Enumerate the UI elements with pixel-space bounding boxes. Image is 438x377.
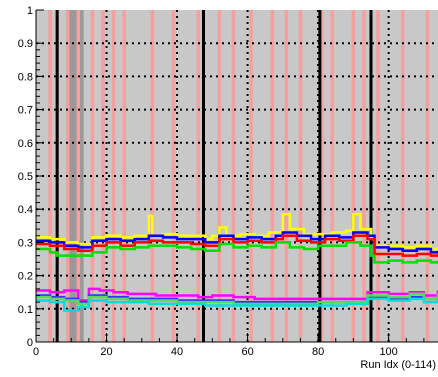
series-line	[36, 234, 438, 257]
y-tick-label: 0.6	[18, 138, 33, 150]
series-line	[36, 287, 438, 302]
y-tick-label: 0	[27, 337, 33, 349]
series-line	[36, 292, 438, 306]
bad-run-band	[362, 10, 366, 342]
excluded-region	[69, 10, 84, 342]
y-tick-label: 0.3	[18, 237, 33, 249]
series-line	[36, 212, 438, 251]
bad-run-band	[217, 10, 222, 342]
series-line	[36, 231, 438, 254]
bad-run-band	[111, 10, 116, 342]
y-tick-label: 0.8	[18, 71, 33, 83]
bad-run-band	[231, 10, 236, 342]
x-axis-label: Run Idx (0-114)	[360, 359, 436, 371]
bad-run-band	[249, 10, 253, 342]
bad-run-band	[351, 10, 356, 342]
y-tick-label: 1	[27, 5, 33, 17]
x-tick-label: 100	[379, 346, 397, 358]
x-tick-label: 20	[100, 346, 112, 358]
y-tick-label: 0.7	[18, 105, 33, 117]
bad-run-band	[270, 10, 275, 342]
bad-run-band	[122, 10, 126, 342]
x-tick-label: 60	[241, 346, 253, 358]
y-tick-label: 0.4	[18, 204, 33, 216]
y-tick-label: 0.5	[18, 171, 33, 183]
bad-run-band	[171, 10, 176, 342]
bad-run-band	[150, 10, 155, 342]
series-line	[36, 241, 438, 264]
y-tick-label: 0.1	[18, 304, 33, 316]
x-tick-label: 80	[312, 346, 324, 358]
series-line	[36, 297, 438, 312]
bad-run-band	[319, 10, 324, 342]
y-tick-label: 0.2	[18, 271, 33, 283]
bad-run-band	[284, 10, 289, 342]
bad-run-band	[90, 10, 95, 342]
x-tick-label: 0	[33, 346, 39, 358]
x-tick-label: 40	[171, 346, 183, 358]
bad-run-band	[330, 10, 334, 342]
bad-run-band	[48, 10, 52, 342]
y-tick-label: 0.9	[18, 38, 33, 50]
